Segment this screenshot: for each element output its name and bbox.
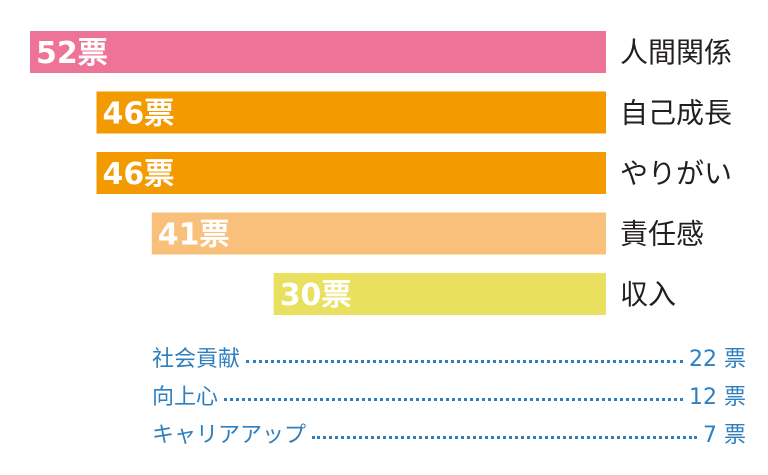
dotted-leader <box>246 359 683 363</box>
bar-0 <box>30 31 606 73</box>
other-votes-label: キャリアアップ <box>152 423 307 448</box>
other-votes-label: 向上心 <box>152 385 219 410</box>
bar-category-label: 収入 <box>620 278 676 311</box>
other-votes-list: 社会貢献 22 票 向上心 12 票 キャリアアップ 7 票 <box>152 340 746 454</box>
bar-category-label: 自己成長 <box>620 97 732 130</box>
other-votes-row: 向上心 12 票 <box>152 378 746 412</box>
bar-value-label: 52票 <box>36 36 108 71</box>
other-votes-value: 7 票 <box>703 423 746 448</box>
bar-value-label: 46票 <box>103 157 175 192</box>
bar-value-label: 30票 <box>280 278 352 313</box>
bar-4 <box>273 273 606 315</box>
dotted-leader <box>224 397 683 401</box>
other-votes-value: 22 票 <box>689 347 746 372</box>
bar-value-label: 41票 <box>158 218 230 253</box>
other-votes-row: 社会貢献 22 票 <box>152 340 746 374</box>
bar-category-label: 人間関係 <box>620 36 732 69</box>
bar-category-label: やりがい <box>620 157 732 190</box>
dotted-leader <box>312 435 697 439</box>
bar-3 <box>151 212 607 255</box>
bar-value-label: 46票 <box>103 97 175 132</box>
bar-2 <box>96 152 606 194</box>
bar-category-label: 責任感 <box>620 218 704 251</box>
other-votes-value: 12 票 <box>689 385 746 410</box>
other-votes-row: キャリアアップ 7 票 <box>152 416 746 450</box>
other-votes-label: 社会貢献 <box>152 347 241 372</box>
bar-1 <box>96 91 606 134</box>
